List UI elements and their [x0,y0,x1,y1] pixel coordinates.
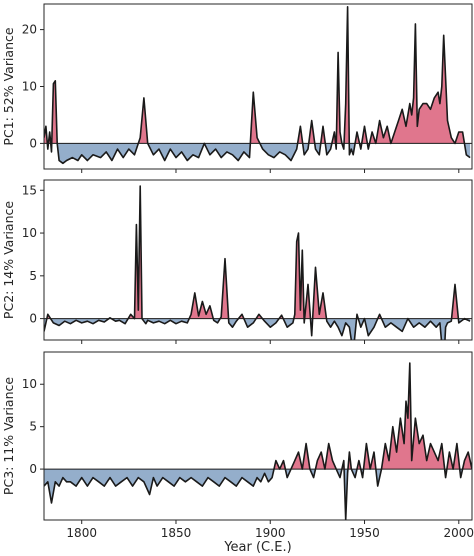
negative-area-1-7 [147,143,205,161]
y-tick-label-1-10: 10 [22,80,37,94]
positive-area-1-6 [138,97,148,144]
panel-3-fills [44,363,472,520]
panels: 0 10 20 PC1: 52% Variance 0 5 10 15 PC2: 14% Var… [1,3,474,540]
x-tick-label-1950: 1950 [349,526,380,540]
x-axis-label: Year (C.E.) [223,540,291,555]
y-tick-label-2-0: 0 [29,312,37,326]
y-tick-label-3-5: 5 [29,420,37,434]
negative-area-2-22 [326,318,357,340]
y-axis-label-3: PC3: 11% Variance [1,377,16,495]
negative-area-1-5 [57,143,139,164]
x-tick-label-1800: 1800 [66,526,97,540]
panel-2-fills [44,186,471,340]
negative-area-2-16 [283,318,294,328]
negative-area-1-29 [464,143,471,158]
y-tick-label-3-10: 10 [22,377,37,391]
series-line-1 [44,6,471,165]
y-tick-label-2-15: 15 [22,183,37,197]
panel-2: 0 5 10 15 PC2: 14% Variance [1,179,473,344]
y-tick-label-1-0: 0 [29,136,37,150]
y-tick-label-2-5: 5 [29,269,37,283]
y-axis-label-1: PC1: 52% Variance [1,27,16,145]
panel-3: 0 5 10 1800 1850 1900 1950 2000 PC3: 11% Varianc… [1,351,474,540]
positive-area-3-5 [315,443,337,470]
series-line-2 [44,185,471,340]
y-tick-label-3-0: 0 [29,462,37,476]
negative-area-2-14 [262,318,280,328]
x-tick-label-1900: 1900 [255,526,286,540]
positive-area-3-19 [462,452,472,470]
axes-frame-3 [43,351,473,521]
negative-area-2-2 [50,318,109,326]
panel-1-fills [44,6,471,164]
positive-area-1-28 [369,23,465,144]
axes-frame-2 [43,179,473,341]
negative-area-2-8 [213,318,221,323]
y-tick-label-2-10: 10 [22,226,37,240]
x-tick-label-1850: 1850 [161,526,192,540]
y-tick-label-1-20: 20 [22,23,37,37]
y-axis-label-2: PC2: 14% Variance [1,201,16,319]
x-tick-label-2000: 2000 [444,526,474,540]
series-line-3 [44,362,472,520]
panel-1: 0 10 20 PC1: 52% Variance [1,3,473,173]
negative-area-3-0 [44,469,274,503]
